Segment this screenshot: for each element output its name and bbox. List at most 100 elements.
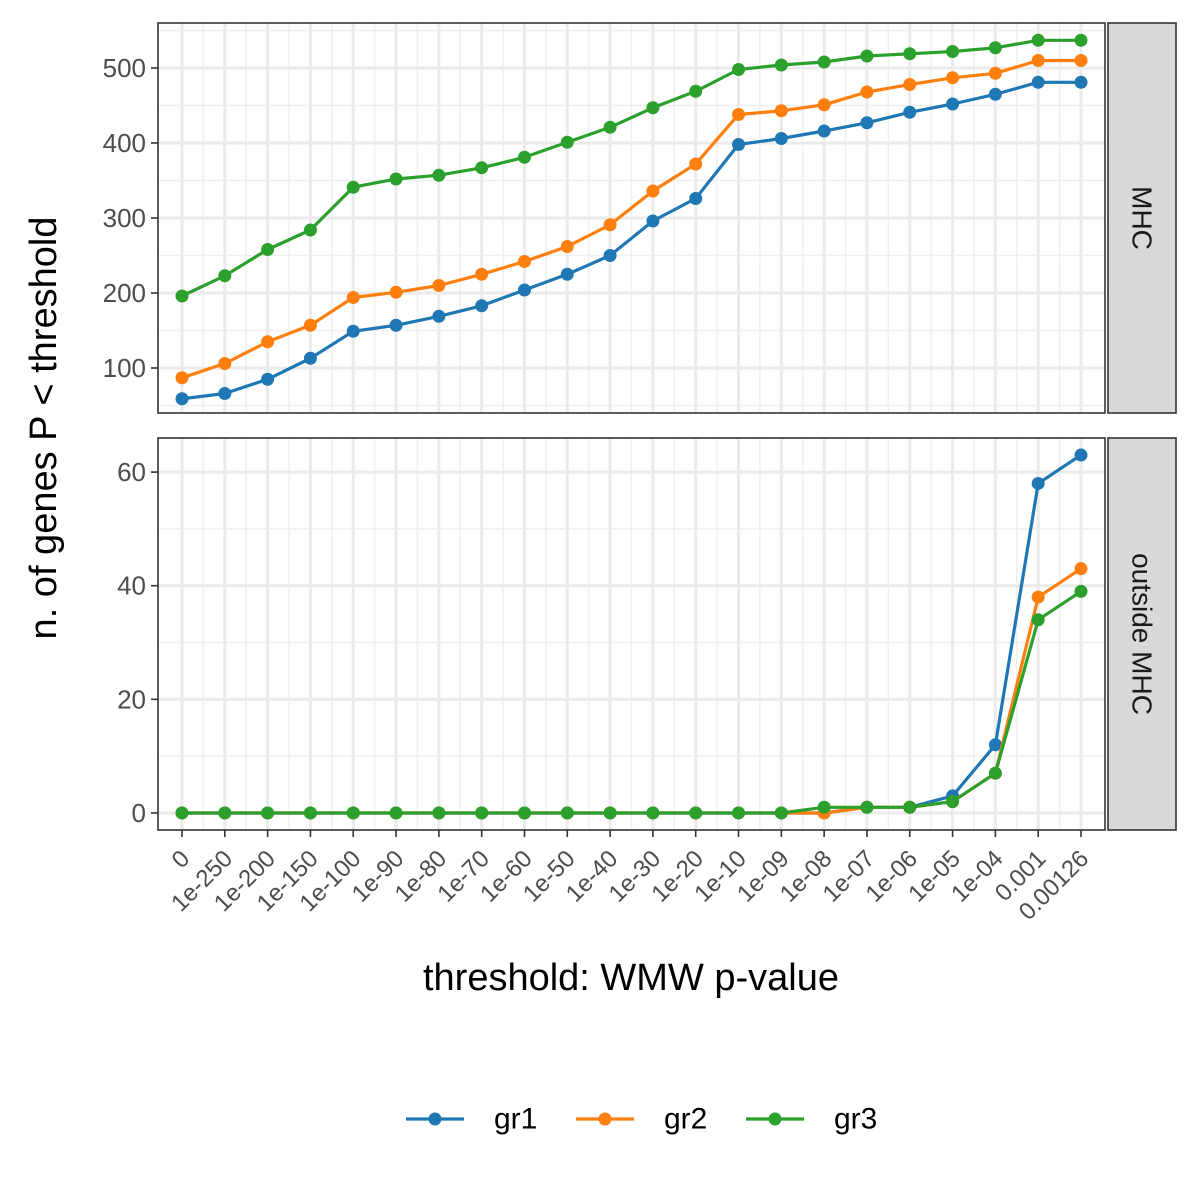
data-point-gr1 [1031,75,1045,89]
data-point-gr2 [988,66,1002,80]
data-point-gr3 [560,135,574,149]
data-point-gr2 [175,371,189,385]
panel-1: 0 20 40 60 outside MHC [117,437,1177,831]
data-point-gr1 [1074,75,1088,89]
data-point-gr1 [432,309,446,323]
data-point-gr3 [517,806,531,820]
data-point-gr2 [517,255,531,268]
data-point-gr3 [774,806,788,820]
y-tick-label: 20 [117,684,146,714]
data-point-gr2 [261,335,275,349]
data-point-gr3 [817,800,831,814]
data-point-gr3 [646,806,660,820]
data-point-gr1 [817,124,831,138]
facet-strip-label: MHC [1127,186,1158,250]
data-point-gr3 [603,806,617,820]
data-point-gr3 [261,806,275,820]
legend-item-gr1: gr1 [406,1103,537,1136]
data-point-gr3 [903,47,917,61]
x-tick-labels: 01e-2501e-2001e-1501e-1001e-901e-801e-70… [166,830,1094,926]
series-line-gr3 [181,38,1081,298]
data-point-gr3 [946,45,960,58]
data-point-gr1 [946,97,960,111]
data-point-gr1 [988,87,1002,101]
series-line-gr3 [182,590,1082,815]
data-point-gr1 [389,318,403,332]
data-point-gr1 [261,372,275,386]
data-point-gr3 [689,84,703,98]
data-point-gr1 [1074,448,1088,462]
data-point-gr3 [1074,584,1088,598]
data-point-gr2 [346,291,360,304]
panels-layer: 100 200 300 400 500 MHC 0 20 40 60 outside MHC [103,22,1177,831]
legend-key-point [768,1112,782,1126]
x-tick-label: 0 [167,845,196,874]
data-point-gr3 [646,101,660,115]
data-point-gr2 [817,98,831,112]
data-point-gr1 [303,351,317,365]
data-point-gr3 [732,806,746,820]
data-point-gr2 [1031,54,1045,67]
data-point-gr2 [1074,54,1088,67]
data-point-gr2 [689,157,703,171]
legend: gr1 gr2 gr3 [406,1103,877,1136]
data-point-gr2 [603,218,617,232]
data-point-gr3 [175,289,189,303]
data-point-gr3 [389,806,403,820]
data-point-gr3 [946,795,960,809]
data-point-gr3 [732,63,746,76]
legend-label: gr3 [834,1103,877,1136]
data-point-gr2 [860,85,874,99]
data-point-gr3 [218,269,232,283]
data-point-gr2 [946,71,960,85]
data-point-gr2 [389,285,403,299]
data-point-gr2 [303,318,317,332]
data-point-gr3 [860,49,874,63]
data-point-gr3 [689,806,703,820]
data-point-gr2 [903,78,917,91]
data-point-gr1 [175,392,189,406]
legend-item-gr3: gr3 [746,1103,877,1136]
data-point-gr3 [175,806,189,820]
x-axis-title: threshold: WMW p-value [423,957,839,999]
panel-border [157,437,1106,831]
y-tick-label: 200 [103,278,146,308]
data-point-gr3 [475,161,489,175]
data-point-gr2 [732,108,746,121]
panel-0: 100 200 300 400 500 MHC [103,22,1177,414]
data-point-gr3 [261,243,275,256]
data-point-gr3 [560,806,574,820]
data-point-gr3 [1074,33,1088,47]
data-point-gr2 [1074,562,1088,576]
data-point-gr1 [1031,476,1045,490]
y-tick-label: 40 [117,571,146,601]
data-point-gr3 [988,41,1002,55]
data-point-gr3 [603,120,617,134]
data-point-gr3 [389,172,403,186]
data-point-gr3 [432,168,446,182]
data-point-gr1 [560,267,574,281]
data-point-gr1 [774,132,788,145]
y-tick-label: 100 [103,353,146,383]
data-point-gr3 [346,806,360,820]
facet-strip [1107,22,1177,414]
legend-label: gr1 [494,1103,537,1136]
legend-key-point [598,1112,612,1126]
data-point-gr3 [218,806,232,820]
data-point-gr2 [218,357,232,370]
data-point-gr2 [560,240,574,253]
data-point-gr3 [303,806,317,820]
data-point-gr3 [517,150,531,164]
data-point-gr1 [218,387,232,400]
data-point-gr1 [603,249,617,262]
data-point-gr3 [860,800,874,814]
data-point-gr1 [732,138,746,151]
data-point-gr2 [432,279,446,292]
data-point-gr3 [346,180,360,194]
data-point-gr3 [1031,33,1045,47]
data-point-gr3 [432,806,446,820]
data-point-gr2 [774,104,788,118]
data-point-gr2 [475,267,489,281]
data-point-gr1 [903,105,917,119]
